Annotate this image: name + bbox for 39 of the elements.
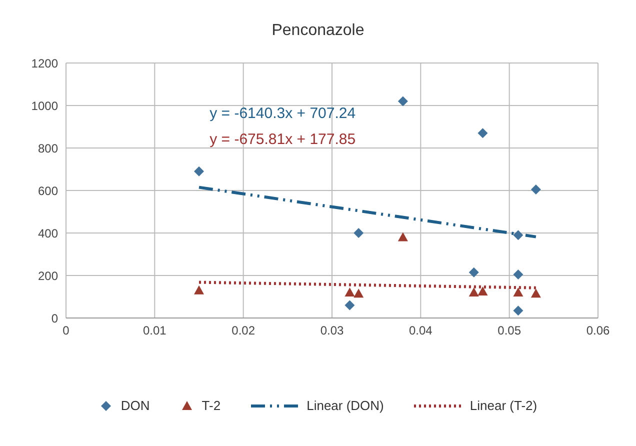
x-tick-label: 0.02 [232,324,256,338]
point [513,288,524,296]
legend-label: Linear (T-2) [470,398,538,413]
y-tick-label: 800 [38,141,58,156]
point [530,184,541,194]
legend-label: Linear (DON) [306,398,384,413]
point [194,285,204,294]
x-tick-label: 0.03 [320,324,344,338]
point [478,286,488,296]
point [468,288,479,296]
annotation: y = -6140.3x + 707.24 [210,105,356,122]
point [468,267,479,278]
x-tick-label: 0.01 [142,324,167,338]
point [513,269,524,280]
y-tick-label: 0 [51,311,58,326]
point [344,288,355,296]
x-tick-label: 0.06 [586,324,610,338]
chart-title: Penconazole [270,22,366,40]
legend-label: T-2 [202,398,221,413]
y-tick-label: 600 [38,184,58,198]
point [354,228,364,238]
point [513,306,524,316]
y-tick-label: 400 [38,226,58,240]
point [398,96,408,106]
y-tick-label: 1000 [31,98,58,113]
legend-label: DON [120,398,150,413]
point [344,300,355,310]
y-tick-label: 1200 [31,56,58,70]
x-tick-label: 0 [62,324,70,338]
x-tick-label: 0.05 [498,324,522,338]
x-tick-label: 0.04 [408,324,433,338]
point [478,128,488,138]
y-tick-label: 200 [38,268,58,283]
point [513,230,524,240]
point [354,288,364,298]
point [194,166,204,176]
point [398,232,408,242]
point [530,288,541,298]
annotation: y = -675.81x + 177.85 [210,131,356,148]
